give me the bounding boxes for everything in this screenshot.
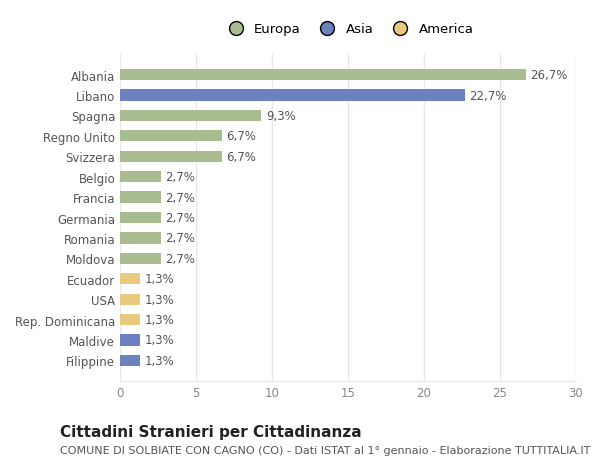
- Text: Cittadini Stranieri per Cittadinanza: Cittadini Stranieri per Cittadinanza: [60, 425, 362, 440]
- Bar: [120, 335, 140, 346]
- Text: 1,3%: 1,3%: [145, 334, 174, 347]
- Text: 1,3%: 1,3%: [145, 354, 174, 367]
- Text: 6,7%: 6,7%: [226, 130, 256, 143]
- Text: 6,7%: 6,7%: [226, 151, 256, 163]
- Text: 26,7%: 26,7%: [530, 69, 568, 82]
- Text: 2,7%: 2,7%: [166, 232, 196, 245]
- Bar: [120, 294, 140, 305]
- Text: 1,3%: 1,3%: [145, 313, 174, 326]
- Text: 2,7%: 2,7%: [166, 171, 196, 184]
- Bar: [120, 90, 465, 101]
- Legend: Europa, Asia, America: Europa, Asia, America: [218, 19, 478, 40]
- Text: 9,3%: 9,3%: [266, 110, 296, 123]
- Bar: [120, 233, 161, 244]
- Bar: [120, 131, 222, 142]
- Bar: [120, 314, 140, 325]
- Text: 1,3%: 1,3%: [145, 273, 174, 285]
- Text: 2,7%: 2,7%: [166, 212, 196, 224]
- Bar: [120, 213, 161, 224]
- Bar: [120, 355, 140, 366]
- Bar: [120, 253, 161, 264]
- Text: 2,7%: 2,7%: [166, 252, 196, 265]
- Text: 2,7%: 2,7%: [166, 191, 196, 204]
- Bar: [120, 151, 222, 162]
- Bar: [120, 111, 262, 122]
- Text: 22,7%: 22,7%: [470, 90, 507, 102]
- Bar: [120, 274, 140, 285]
- Text: COMUNE DI SOLBIATE CON CAGNO (CO) - Dati ISTAT al 1° gennaio - Elaborazione TUTT: COMUNE DI SOLBIATE CON CAGNO (CO) - Dati…: [60, 445, 590, 455]
- Bar: [120, 172, 161, 183]
- Text: 1,3%: 1,3%: [145, 293, 174, 306]
- Bar: [120, 70, 526, 81]
- Bar: [120, 192, 161, 203]
